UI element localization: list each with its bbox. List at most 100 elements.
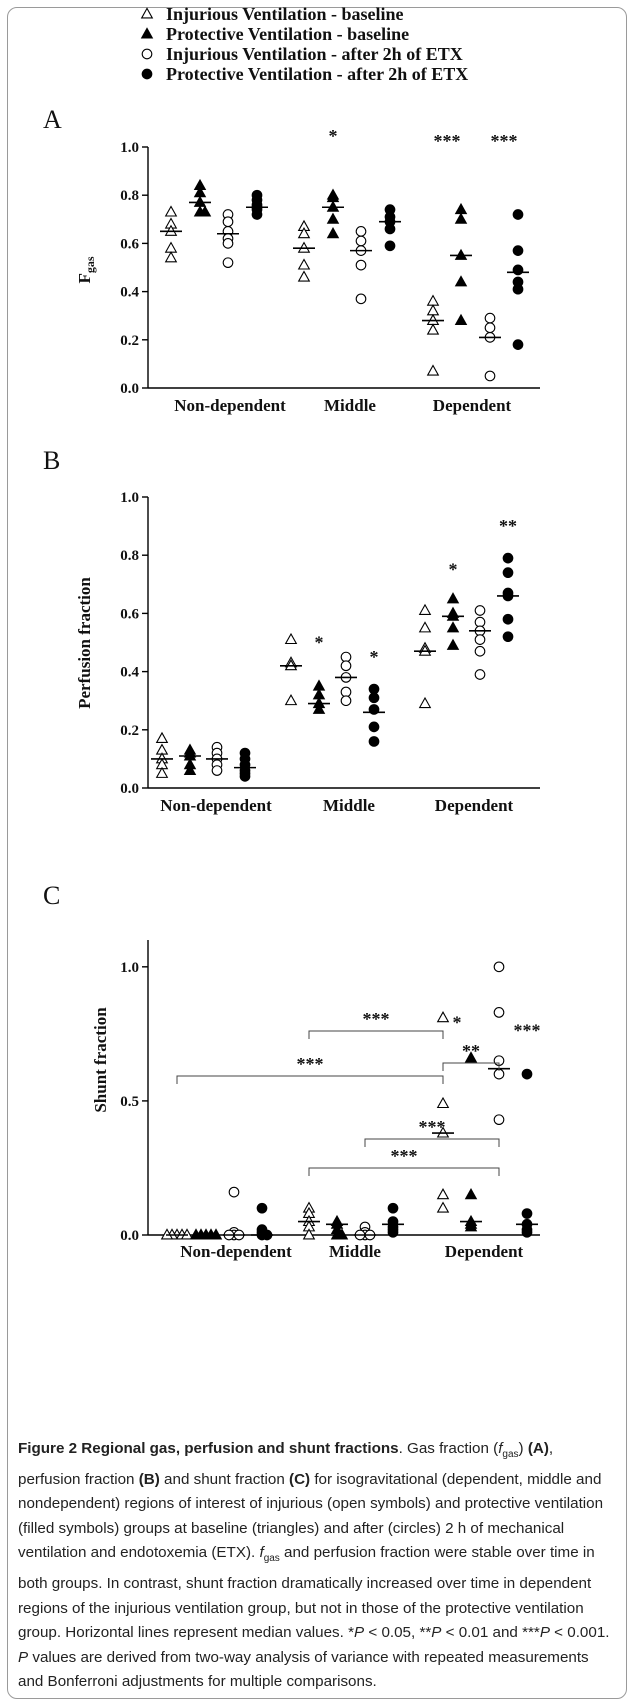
y-axis-label-main: F <box>75 273 94 283</box>
data-point <box>521 1226 533 1238</box>
y-axis-label: Perfusion fraction <box>75 577 94 709</box>
data-point <box>436 1096 450 1109</box>
figure-frame <box>7 7 627 1699</box>
caption-p4: P <box>18 1648 29 1666</box>
data-point <box>297 258 311 270</box>
data-point <box>426 323 440 335</box>
significance-label: *** <box>491 131 518 151</box>
legend-item: Injurious Ventilation - baseline <box>140 4 404 24</box>
x-category-label: Non-dependent <box>160 796 272 815</box>
data-point <box>222 216 234 228</box>
data-point <box>464 1220 478 1232</box>
caption-fgas2-f: f <box>259 1544 264 1562</box>
data-point <box>368 692 380 704</box>
data-point <box>326 212 340 224</box>
x-category-label: Middle <box>323 796 375 815</box>
legend-label: Protective Ventilation - after 2h of ETX <box>166 64 468 84</box>
data-point <box>512 264 524 276</box>
chart-panels: A 0.0 0.2 0.4 0.6 0.8 1.0 Fgas Non-dependent Midd… <box>43 105 541 1261</box>
caption-text-10: values are derived from two-way analysis… <box>18 1648 589 1691</box>
data-point <box>312 702 326 714</box>
y-tick-label: 0.6 <box>120 236 139 252</box>
caption-text-9: < 0.001. <box>549 1624 610 1642</box>
data-point <box>335 1228 349 1240</box>
y-tick-label: 0.2 <box>120 333 139 349</box>
data-point <box>454 248 468 260</box>
data-point <box>474 669 486 680</box>
data-point <box>297 241 311 253</box>
caption-text-4: and shunt fraction <box>159 1470 290 1488</box>
data-point <box>222 238 234 249</box>
data-point <box>512 209 524 220</box>
data-point <box>239 771 251 782</box>
data-point <box>512 339 524 350</box>
data-point <box>326 227 340 239</box>
data-point <box>493 961 505 973</box>
panel-label: C <box>43 881 60 910</box>
data-point <box>189 1228 203 1240</box>
data-point <box>297 227 311 239</box>
data-point <box>474 645 486 657</box>
data-point <box>387 1202 399 1214</box>
data-point <box>418 644 432 656</box>
y-tick-label: 0.8 <box>120 548 139 564</box>
data-point <box>464 1051 478 1063</box>
data-point <box>521 1068 533 1080</box>
data-point <box>474 605 486 616</box>
caption-fgas-f: f <box>498 1440 503 1457</box>
y-axis-label-main: Perfusion fraction <box>75 577 94 709</box>
data-point <box>446 592 460 604</box>
data-point <box>512 283 524 295</box>
caption-text-7: < 0.05, ** <box>364 1624 432 1642</box>
x-category-label: Dependent <box>445 1242 524 1261</box>
data-point <box>302 1228 316 1240</box>
caption-fgas2-sub: gas <box>263 1553 280 1565</box>
data-point <box>512 245 524 256</box>
panel-label: A <box>43 105 62 134</box>
data-point <box>368 736 380 747</box>
data-point <box>502 567 514 579</box>
significance-bracket <box>176 1075 444 1084</box>
y-tick-label: 0.0 <box>120 1228 139 1244</box>
caption-p1: P <box>354 1624 365 1642</box>
data-point <box>198 205 212 217</box>
significance-label: *** <box>514 1021 541 1041</box>
data-point <box>454 275 468 287</box>
data-point <box>484 322 496 334</box>
significance-bracket <box>442 1062 500 1071</box>
data-point <box>340 651 352 663</box>
x-category-label: Non-dependent <box>174 396 286 415</box>
data-point <box>340 695 352 707</box>
data-point <box>418 696 432 709</box>
bracket-label: ** <box>462 1041 480 1061</box>
data-point <box>446 621 460 633</box>
caption-fgas-sub: gas <box>502 1449 519 1461</box>
panel-B: B 0.0 0.2 0.4 0.6 0.8 1.0 Perfusion fraction Non… <box>43 446 540 815</box>
data-point <box>493 1007 505 1018</box>
significance-label: * <box>315 632 324 652</box>
y-tick-label: 1.0 <box>120 140 139 156</box>
legend-marker <box>141 48 153 60</box>
significance-label: * <box>453 1013 462 1033</box>
data-point <box>446 609 460 621</box>
data-point <box>355 235 367 247</box>
data-point <box>222 257 234 269</box>
y-tick-label: 0.8 <box>120 188 139 204</box>
significance-bracket <box>308 1030 444 1039</box>
y-tick-label: 1.0 <box>120 490 139 506</box>
y-axis-label: Fgas <box>75 256 97 283</box>
caption-p3: P <box>539 1624 550 1642</box>
legend-label: Injurious Ventilation - after 2h of ETX <box>166 44 463 64</box>
legend: Injurious Ventilation - baselineProtecti… <box>140 4 468 84</box>
legend-marker <box>140 7 154 19</box>
data-point <box>502 552 514 564</box>
caption-text-8: < 0.01 and *** <box>441 1624 540 1642</box>
data-point <box>474 634 486 645</box>
data-point <box>193 195 207 207</box>
data-point <box>454 313 468 325</box>
caption-text-6: and perfusion fraction were stable over … <box>18 1544 595 1642</box>
legend-item: Protective Ventilation - baseline <box>140 24 409 44</box>
data-point <box>155 731 169 744</box>
bracket-label: *** <box>419 1117 446 1137</box>
significance-bracket <box>364 1138 500 1147</box>
